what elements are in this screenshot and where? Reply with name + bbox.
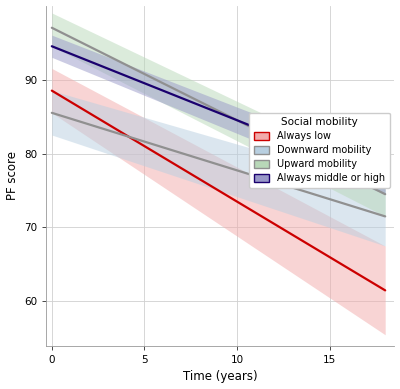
Y-axis label: PF score: PF score: [6, 151, 18, 200]
Legend: Always low, Downward mobility, Upward mobility, Always middle or high: Always low, Downward mobility, Upward mo…: [249, 112, 390, 188]
X-axis label: Time (years): Time (years): [183, 370, 258, 384]
